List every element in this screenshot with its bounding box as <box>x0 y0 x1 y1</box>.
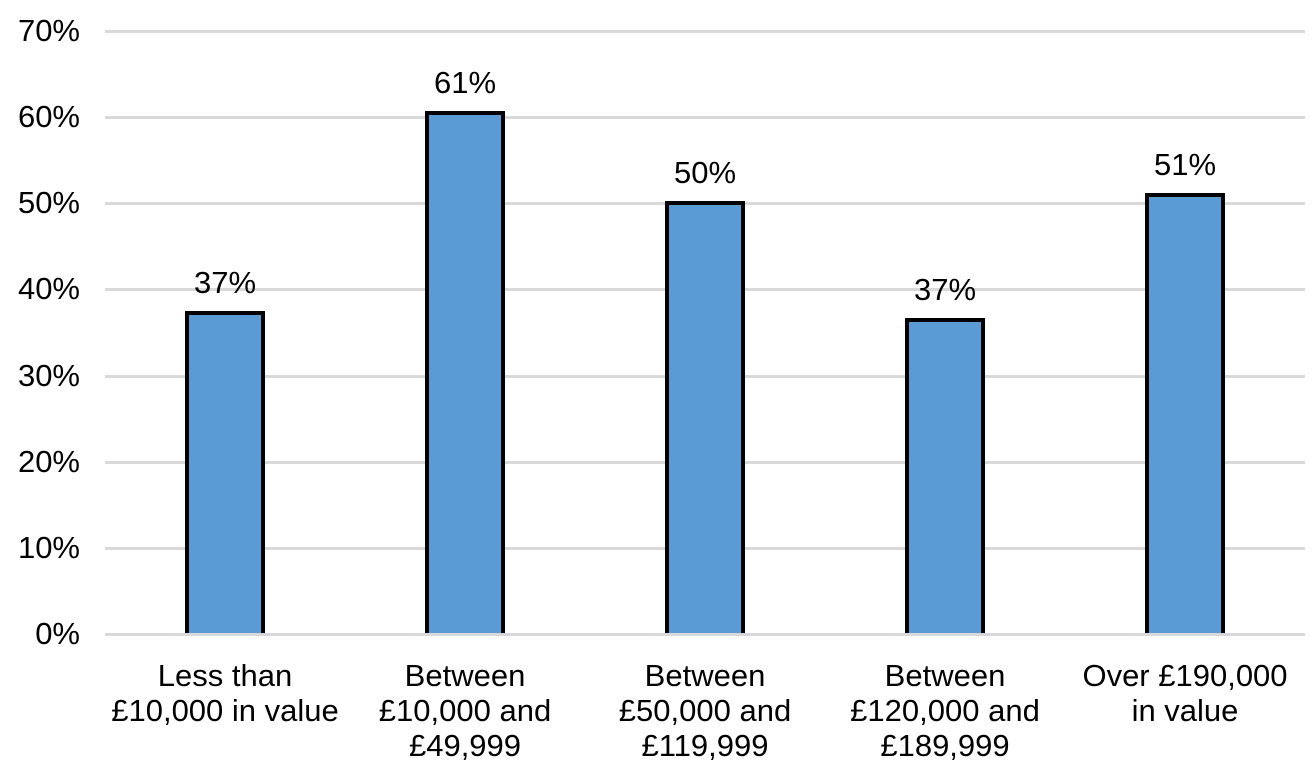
y-axis-tick-label: 40% <box>17 271 80 307</box>
y-axis-tick-label: 20% <box>17 443 80 479</box>
bar-value-label: 37% <box>193 264 257 300</box>
y-axis-tick-label: 10% <box>17 529 80 565</box>
bar <box>665 201 745 633</box>
y-axis-tick-label: 60% <box>17 99 80 135</box>
x-axis-line <box>105 633 1305 636</box>
x-axis-category-label: Less than £10,000 in value <box>111 658 339 728</box>
bar-value-label: 51% <box>1153 146 1217 182</box>
bar <box>1145 192 1225 633</box>
x-axis-category-label: Between £10,000 and £49,999 <box>378 658 552 763</box>
y-axis-tick-label: 30% <box>17 357 80 393</box>
x-axis-category-label: Between £50,000 and £119,999 <box>618 658 792 763</box>
bar-value-label: 61% <box>433 64 497 100</box>
gridline <box>105 30 1305 33</box>
bar-value-label: 50% <box>673 155 737 191</box>
y-axis-tick-label: 70% <box>17 13 80 48</box>
y-axis-tick-label: 50% <box>17 185 80 221</box>
bar <box>905 317 985 633</box>
y-axis-tick-label: 0% <box>35 616 80 651</box>
bar-value-label: 37% <box>913 271 977 307</box>
x-axis-category-label: Over £190,000 in value <box>1082 658 1288 728</box>
gridline <box>105 116 1305 120</box>
x-axis-category-label: Between £120,000 and £189,999 <box>850 658 1040 763</box>
bar <box>185 310 265 633</box>
bar <box>425 110 505 633</box>
